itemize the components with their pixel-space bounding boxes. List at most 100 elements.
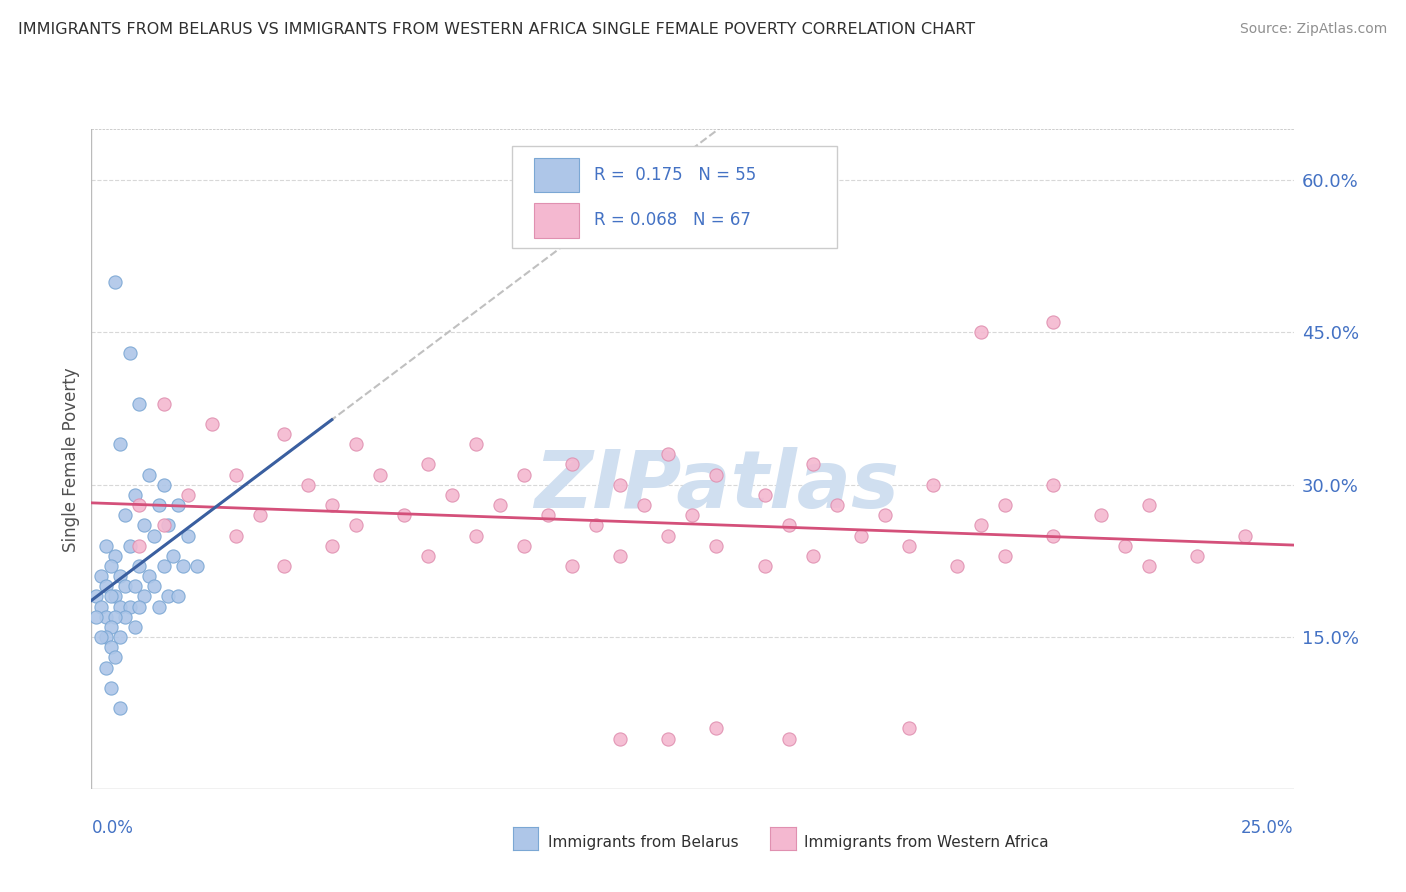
Point — [128, 539, 150, 553]
Point — [657, 528, 679, 542]
Point — [114, 508, 136, 523]
Point — [657, 731, 679, 746]
Point — [162, 549, 184, 563]
Point — [157, 518, 180, 533]
Point — [176, 488, 198, 502]
Point — [100, 640, 122, 655]
Point — [585, 518, 607, 533]
Point — [94, 579, 117, 593]
Point — [273, 559, 295, 574]
Point — [100, 620, 122, 634]
Point — [922, 477, 945, 491]
Point — [994, 498, 1017, 512]
Point — [118, 599, 141, 614]
Point — [138, 467, 160, 482]
Text: R = 0.068   N = 67: R = 0.068 N = 67 — [593, 211, 751, 229]
Point — [152, 559, 174, 574]
Text: Source: ZipAtlas.com: Source: ZipAtlas.com — [1240, 22, 1388, 37]
Point — [100, 590, 122, 604]
Point — [110, 701, 132, 715]
Point — [801, 458, 824, 472]
Point — [152, 518, 174, 533]
Point — [321, 539, 343, 553]
Point — [609, 477, 631, 491]
Point — [128, 599, 150, 614]
Point — [128, 559, 150, 574]
Point — [368, 467, 391, 482]
Point — [186, 559, 208, 574]
Point — [167, 498, 190, 512]
Point — [94, 539, 117, 553]
Point — [706, 539, 728, 553]
Point — [537, 508, 560, 523]
Point — [90, 630, 112, 644]
Point — [114, 609, 136, 624]
Point — [825, 498, 848, 512]
Point — [754, 559, 776, 574]
Point — [110, 569, 132, 583]
Point — [225, 467, 247, 482]
Point — [416, 549, 439, 563]
Point — [1187, 549, 1209, 563]
Point — [273, 427, 295, 442]
Point — [110, 599, 132, 614]
Point — [249, 508, 271, 523]
Point — [94, 630, 117, 644]
Point — [344, 518, 367, 533]
Point — [100, 681, 122, 695]
Point — [124, 488, 146, 502]
Point — [110, 437, 132, 451]
Point — [489, 498, 512, 512]
Bar — [534, 158, 579, 192]
Point — [946, 559, 969, 574]
Point — [172, 559, 194, 574]
Point — [90, 599, 112, 614]
Point — [90, 569, 112, 583]
Point — [609, 549, 631, 563]
Point — [970, 326, 993, 340]
Point — [225, 528, 247, 542]
Text: R =  0.175   N = 55: R = 0.175 N = 55 — [593, 166, 756, 184]
Point — [321, 498, 343, 512]
Point — [118, 539, 141, 553]
Point — [657, 447, 679, 461]
Point — [176, 528, 198, 542]
Y-axis label: Single Female Poverty: Single Female Poverty — [62, 368, 80, 551]
Point — [128, 498, 150, 512]
Point — [84, 590, 107, 604]
Point — [157, 590, 180, 604]
Point — [897, 539, 920, 553]
Point — [1114, 539, 1136, 553]
Point — [561, 559, 583, 574]
Point — [778, 518, 800, 533]
Point — [561, 458, 583, 472]
Text: 0.0%: 0.0% — [91, 819, 134, 837]
Point — [148, 498, 170, 512]
Text: ZIPatlas: ZIPatlas — [534, 447, 898, 524]
Point — [513, 467, 536, 482]
Point — [778, 731, 800, 746]
Point — [104, 549, 127, 563]
Point — [104, 275, 127, 289]
Point — [849, 528, 872, 542]
Point — [104, 590, 127, 604]
Point — [134, 590, 156, 604]
Text: IMMIGRANTS FROM BELARUS VS IMMIGRANTS FROM WESTERN AFRICA SINGLE FEMALE POVERTY : IMMIGRANTS FROM BELARUS VS IMMIGRANTS FR… — [18, 22, 976, 37]
Point — [134, 518, 156, 533]
Point — [104, 609, 127, 624]
Point — [142, 579, 165, 593]
Point — [104, 650, 127, 665]
Point — [124, 579, 146, 593]
Point — [465, 528, 488, 542]
Point — [1090, 508, 1112, 523]
Point — [994, 549, 1017, 563]
Point — [465, 437, 488, 451]
Point — [1042, 315, 1064, 329]
Point — [754, 488, 776, 502]
Point — [801, 549, 824, 563]
Point — [152, 477, 174, 491]
Point — [513, 539, 536, 553]
Point — [1137, 498, 1160, 512]
Point — [1042, 528, 1064, 542]
FancyBboxPatch shape — [512, 146, 837, 248]
